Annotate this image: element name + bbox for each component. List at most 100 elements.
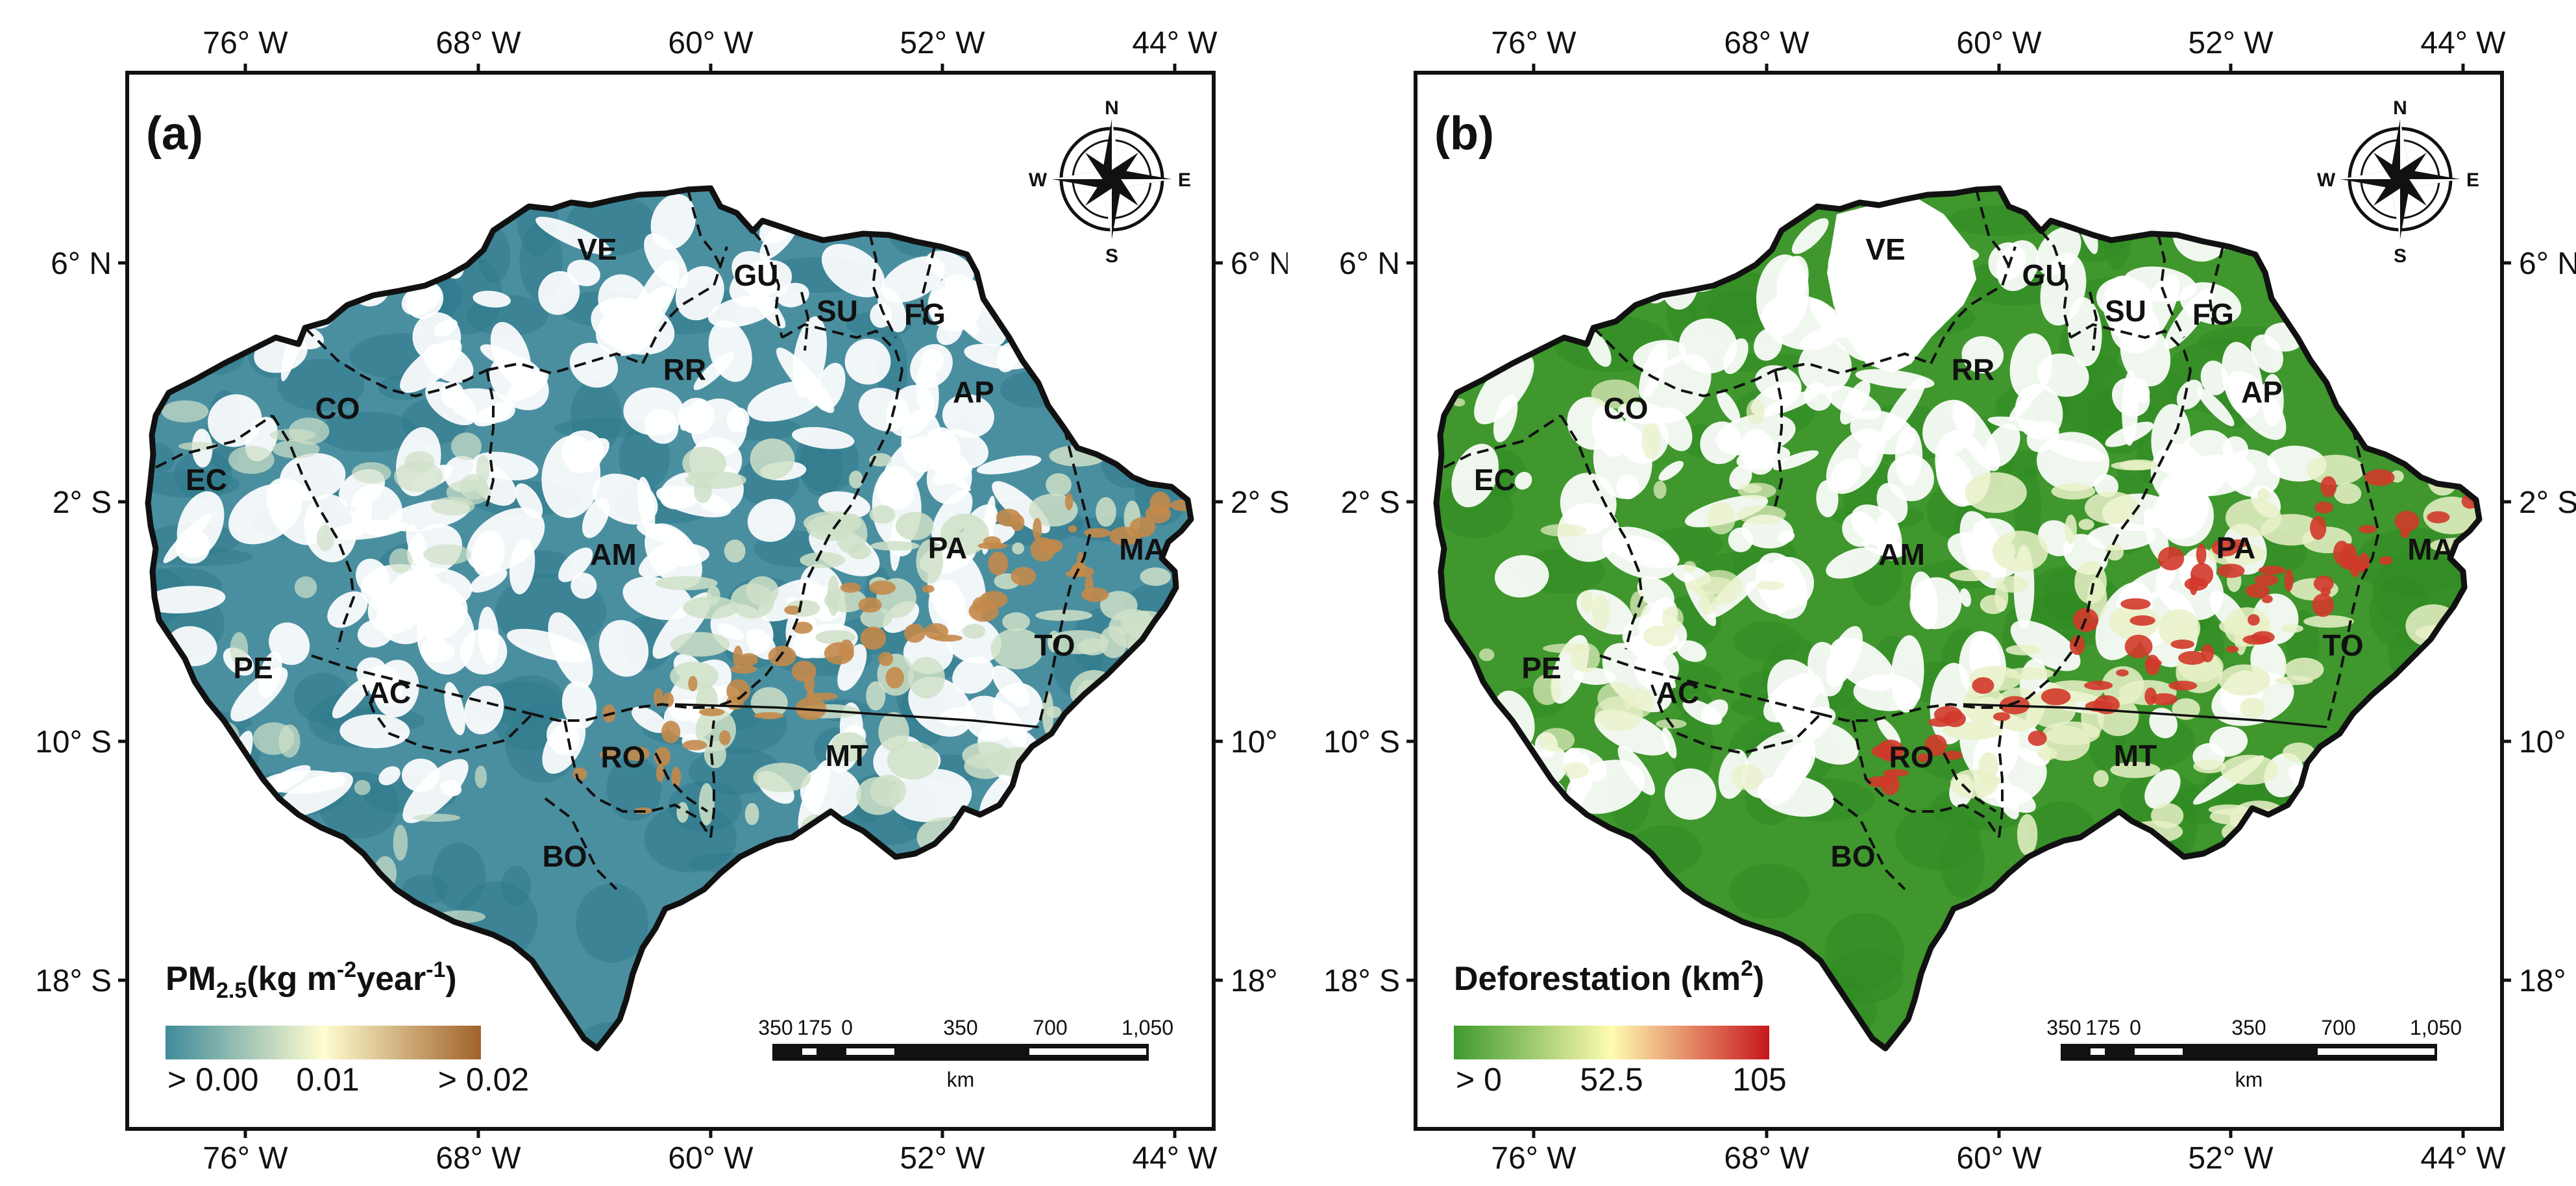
scale-tick-label: 700	[1033, 1016, 1067, 1039]
legend-colorbar	[166, 1026, 481, 1059]
scale-tick-label: 350	[2046, 1016, 2081, 1039]
amazon-boundary	[1433, 185, 2483, 1052]
bottom-longitude-label: 44° W	[2420, 1141, 2506, 1176]
compass-north: N	[2393, 97, 2407, 119]
region-labels: VE GU SU FG RR AP CO EC AM PA MA TO PE AC RO MT BO	[186, 232, 1166, 873]
panel-b: 76° W 76° W 68° W 68° W 60° W 60° W 52° W 52° W…	[1288, 0, 2576, 1186]
region-label-pa: PA	[928, 531, 968, 565]
scale-tick-label: 350	[943, 1016, 977, 1039]
region-label-ro: RO	[601, 740, 646, 774]
compass-west: W	[1029, 169, 1048, 191]
left-latitude-label: 6° N	[51, 247, 112, 281]
map-svg: 76° W 76° W 68° W 68° W 60° W 60° W 52° W 52° W…	[35, 26, 1288, 1176]
bottom-longitude-label: 68° W	[435, 1141, 521, 1176]
region-labels: VE GU SU FG RR AP CO EC AM PA MA TO PE AC RO MT BO	[1474, 232, 2454, 873]
region-label-bo: BO	[543, 839, 587, 873]
right-latitude-label: 2° S	[1231, 486, 1288, 520]
compass-south: S	[1105, 245, 1118, 267]
compass-south: S	[2394, 245, 2407, 267]
coordinate-ticks: 76° W 76° W 68° W 68° W 60° W 60° W 52° W 52° W…	[35, 26, 1288, 1176]
region-label-ro: RO	[1889, 740, 1934, 774]
region-label-ap: AP	[953, 375, 994, 409]
region-label-pe: PE	[233, 651, 273, 685]
scale-tick-label: 175	[2085, 1016, 2120, 1039]
bottom-longitude-label: 52° W	[900, 1141, 985, 1176]
compass-rose-icon: N S E W	[1029, 97, 1191, 267]
scale-tick-label: 1,050	[2410, 1016, 2462, 1039]
bottom-longitude-label: 60° W	[1956, 1141, 2042, 1176]
left-latitude-label: 18° S	[35, 964, 112, 998]
region-label-co: CO	[1604, 391, 1649, 425]
region-label-gu: GU	[2022, 258, 2067, 292]
region-label-su: SU	[816, 294, 858, 328]
panel-label: (b)	[1434, 108, 1494, 160]
top-longitude-label: 44° W	[2420, 26, 2506, 60]
compass-north: N	[1105, 97, 1119, 119]
legend-tick-label: > 0.02	[438, 1061, 529, 1098]
legend-tick-label: > 0	[1456, 1061, 1502, 1098]
region-label-bo: BO	[1831, 839, 1876, 873]
region-label-ac: AC	[1656, 676, 1699, 710]
region-label-rr: RR	[663, 352, 706, 386]
panel-a: 76° W 76° W 68° W 68° W 60° W 60° W 52° W 52° W…	[35, 26, 1288, 1176]
right-latitude-label: 10° S	[1231, 725, 1288, 760]
scale-tick-label: 350	[758, 1016, 792, 1039]
left-latitude-label: 2° S	[53, 486, 112, 520]
scale-unit-label: km	[2235, 1068, 2263, 1091]
top-longitude-label: 44° W	[1132, 26, 1218, 60]
scale-tick-label: 1,050	[1122, 1016, 1173, 1039]
compass-rose-icon: N S E W	[2317, 97, 2479, 267]
bottom-longitude-label: 52° W	[2188, 1141, 2274, 1176]
region-label-ma: MA	[2407, 532, 2454, 566]
left-latitude-label: 18° S	[1323, 964, 1400, 998]
region-label-ve: VE	[1865, 232, 1905, 266]
legend-tick-label: > 0.00	[167, 1061, 258, 1098]
region-label-su: SU	[2105, 294, 2146, 328]
map-svg: 76° W 76° W 68° W 68° W 60° W 60° W 52° W 52° W…	[1323, 26, 2576, 1176]
bottom-longitude-label: 44° W	[1132, 1141, 1218, 1176]
scale-tick-label: 0	[841, 1016, 853, 1039]
left-latitude-label: 10° S	[1323, 725, 1400, 760]
region-label-rr: RR	[1952, 352, 1994, 386]
region-label-pe: PE	[1521, 651, 1561, 685]
legend-tick-label: 52.5	[1580, 1061, 1643, 1098]
region-label-mt: MT	[2114, 739, 2157, 772]
legend-colorbar	[1454, 1026, 1769, 1059]
right-latitude-label: 10° S	[2519, 725, 2576, 760]
right-latitude-label: 6° N	[1231, 247, 1288, 281]
region-label-to: TO	[2322, 628, 2363, 662]
coordinate-ticks: 76° W 76° W 68° W 68° W 60° W 60° W 52° W 52° W…	[1323, 26, 2576, 1176]
top-longitude-label: 52° W	[900, 26, 985, 60]
scale-tick-label: 0	[2129, 1016, 2141, 1039]
bottom-longitude-label: 76° W	[202, 1141, 288, 1176]
scale-tick-label: 350	[2231, 1016, 2266, 1039]
legend-tick-label: 0.01	[296, 1061, 359, 1098]
top-longitude-label: 60° W	[1956, 26, 2042, 60]
region-label-am: AM	[1878, 537, 1925, 571]
bottom-longitude-label: 60° W	[668, 1141, 754, 1176]
region-label-co: CO	[315, 391, 360, 425]
top-longitude-label: 68° W	[1724, 26, 1809, 60]
right-latitude-label: 6° N	[2519, 247, 2576, 281]
compass-east: E	[2466, 169, 2479, 191]
region-label-ec: EC	[1474, 463, 1515, 497]
scale-tick-label: 700	[2321, 1016, 2355, 1039]
compass-west: W	[2317, 169, 2336, 191]
region-label-ac: AC	[368, 676, 411, 710]
panel-label: (a)	[146, 108, 203, 160]
region-label-to: TO	[1034, 628, 1075, 662]
bottom-longitude-label: 68° W	[1724, 1141, 1809, 1176]
region-label-ve: VE	[577, 232, 617, 266]
top-longitude-label: 76° W	[202, 26, 288, 60]
political-borders	[1443, 189, 2381, 891]
top-longitude-label: 68° W	[435, 26, 521, 60]
region-label-fg: FG	[904, 297, 946, 331]
scale-unit-label: km	[947, 1068, 975, 1091]
right-latitude-label: 18° S	[2519, 964, 2576, 998]
left-latitude-label: 6° N	[1339, 247, 1400, 281]
region-label-pa: PA	[2216, 531, 2256, 565]
legend-title: Deforestation (km2)	[1454, 956, 1764, 998]
political-borders	[155, 189, 1092, 891]
